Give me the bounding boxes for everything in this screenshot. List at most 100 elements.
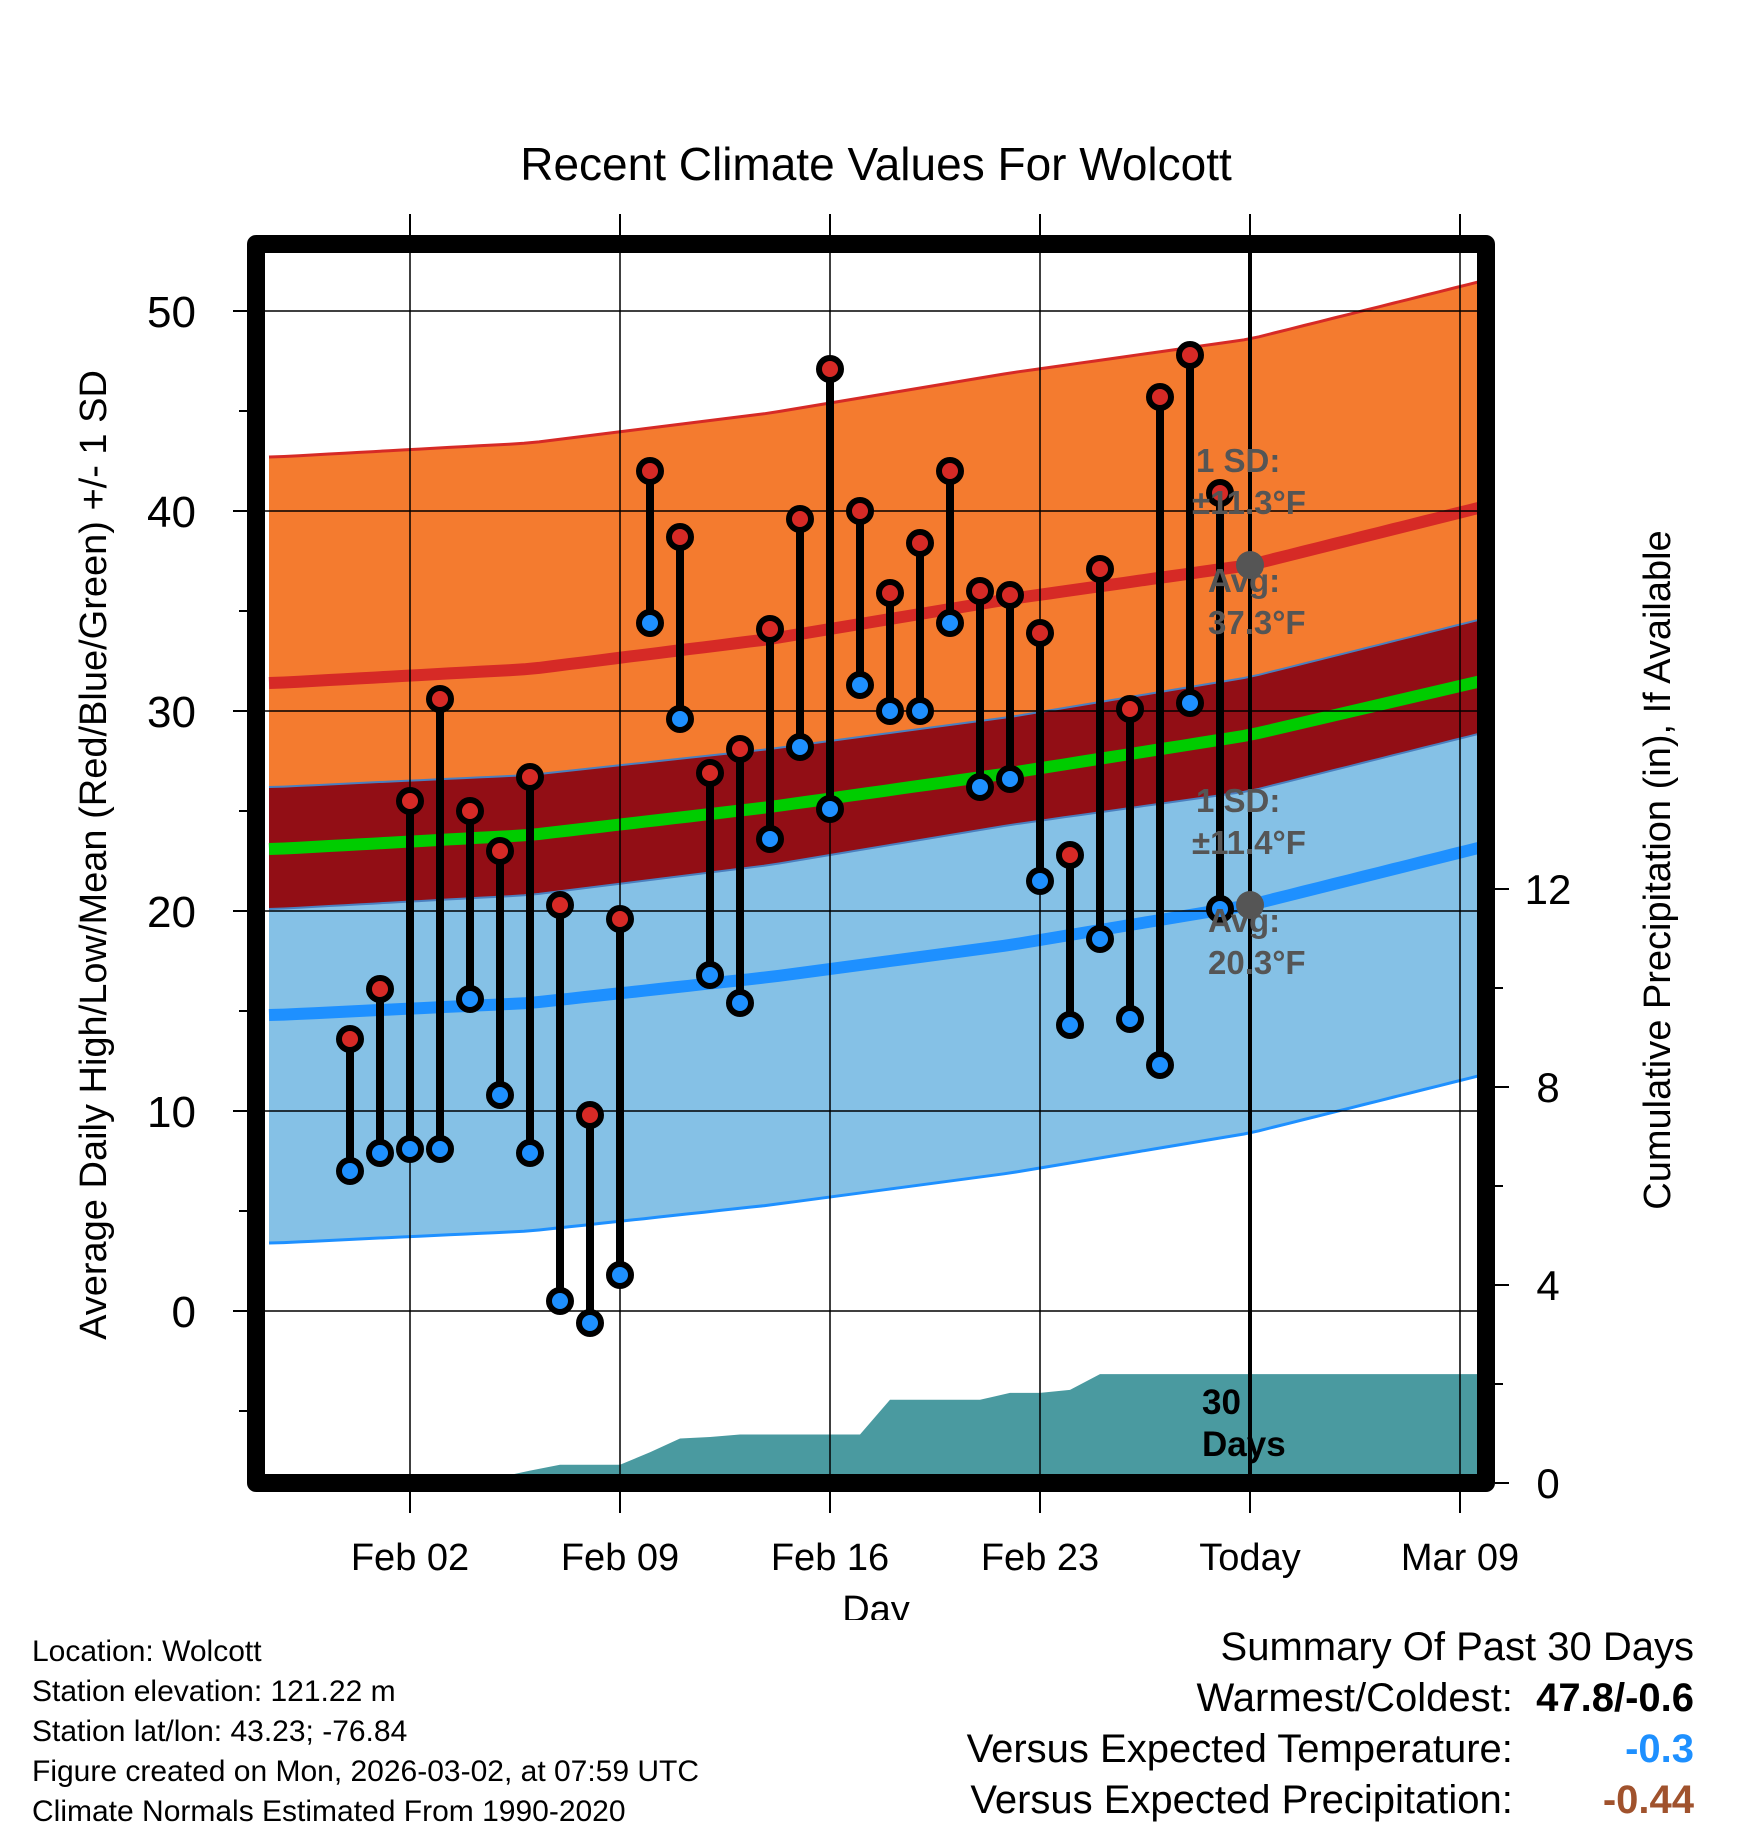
daily-low-point — [696, 961, 724, 989]
x-tick-label: Today — [1199, 1537, 1300, 1579]
x-axis-label: Day — [842, 1589, 910, 1620]
y2-tick-label: 12 — [1525, 866, 1572, 913]
daily-high-point — [546, 891, 574, 919]
daily-low-point — [846, 671, 874, 699]
y2-tick-label: 4 — [1536, 1262, 1559, 1309]
y-tick-label: 20 — [147, 888, 196, 937]
daily-high-point — [1206, 479, 1234, 507]
daily-low-point — [936, 609, 964, 637]
daily-high-point — [1026, 619, 1054, 647]
daily-low-point — [606, 1261, 634, 1289]
precip-value: -0.44 — [1602, 1778, 1694, 1822]
y-tick-label: 30 — [147, 688, 196, 737]
daily-low-point — [1086, 925, 1114, 953]
high-avg-marker — [1236, 551, 1264, 579]
low-avg-value-annotation: 20.3°F — [1208, 944, 1306, 981]
x-tick-label: Feb 23 — [981, 1537, 1099, 1579]
daily-high-point — [1086, 555, 1114, 583]
y-tick-label: 40 — [147, 488, 196, 537]
high-sd-annotation: 1 SD: — [1196, 442, 1280, 479]
daily-low-point — [336, 1157, 364, 1185]
precip-area — [275, 1374, 1486, 1483]
daily-low-point — [756, 825, 784, 853]
normal-high-line — [268, 500, 1486, 689]
daily-high-point — [876, 579, 904, 607]
daily-low-point — [426, 1135, 454, 1163]
daily-high-point — [966, 577, 994, 605]
daily-high-point — [366, 975, 394, 1003]
summary-title: Summary Of Past 30 Days — [1220, 1625, 1694, 1669]
x-tick-label: Feb 16 — [771, 1537, 889, 1579]
daily-low-point — [996, 765, 1024, 793]
created-text: Figure created on Mon, 2026-03-02, at 07… — [32, 1755, 700, 1788]
daily-high-point — [516, 763, 544, 791]
daily-high-point — [576, 1101, 604, 1129]
summary-panel: Summary Of Past 30 Days Warmest/Coldest:… — [967, 1622, 1694, 1826]
daily-high-point — [396, 787, 424, 815]
daily-low-point — [1056, 1011, 1084, 1039]
daily-low-point — [1176, 689, 1204, 717]
x-tick-label: Mar 09 — [1401, 1537, 1519, 1579]
temp-value: -0.3 — [1625, 1727, 1694, 1771]
y2-tick-label: 8 — [1536, 1064, 1559, 1111]
daily-high-point — [426, 685, 454, 713]
daily-low-point — [816, 795, 844, 823]
warm-cold-label: Warmest/Coldest: — [1196, 1676, 1513, 1720]
daily-high-point — [1176, 341, 1204, 369]
daily-high-point — [1056, 841, 1084, 869]
daily-low-point — [1116, 1005, 1144, 1033]
daily-high-point — [1116, 695, 1144, 723]
daily-low-point — [1146, 1051, 1174, 1079]
y-tick-label: 10 — [147, 1088, 196, 1137]
station-info: Location: Wolcott Station elevation: 121… — [32, 1632, 699, 1832]
daily-low-point — [1206, 895, 1234, 923]
daily-low-point — [726, 989, 754, 1017]
high-avg-annotation: Avg: — [1208, 562, 1280, 599]
daily-low-point — [546, 1287, 574, 1315]
daily-high-point — [666, 523, 694, 551]
daily-low-point — [576, 1309, 604, 1337]
daily-high-point — [786, 505, 814, 533]
low-avg-marker — [1236, 891, 1264, 919]
latlon-text: Station lat/lon: 43.23; -76.84 — [32, 1715, 408, 1748]
precip-label: Versus Expected Precipitation: — [970, 1778, 1513, 1822]
days-count-annotation: 30 — [1202, 1383, 1241, 1422]
daily-low-point — [486, 1081, 514, 1109]
daily-high-point — [846, 497, 874, 525]
daily-low-point — [966, 773, 994, 801]
daily-high-point — [696, 759, 724, 787]
daily-low-point — [456, 985, 484, 1013]
high-sd-value-annotation: ±11.3°F — [1192, 484, 1306, 521]
days-label-annotation: Days — [1202, 1425, 1286, 1464]
elevation-text: Station elevation: 121.22 m — [32, 1675, 396, 1708]
daily-high-point — [996, 581, 1024, 609]
daily-high-point — [336, 1025, 364, 1053]
temp-label: Versus Expected Temperature: — [966, 1727, 1513, 1771]
low-sd-value-annotation: ±11.4°F — [1192, 824, 1306, 861]
climate-chart: Recent Climate Values For Wolcott 0 10 20 3… — [73, 138, 1679, 1620]
plot-area — [256, 244, 1486, 1483]
daily-low-point — [636, 609, 664, 637]
daily-low-point — [516, 1139, 544, 1167]
daily-high-point — [726, 735, 754, 763]
warm-cold-value: 47.8/-0.6 — [1536, 1676, 1694, 1720]
daily-low-point — [876, 697, 904, 725]
low-lower-line — [268, 1072, 1486, 1245]
overlap-band — [269, 618, 1486, 909]
y-axis-label: Average Daily High/Low/Mean (Red/Blue/Gr… — [73, 370, 115, 1340]
daily-low-point — [906, 697, 934, 725]
y2-tick-label: 0 — [1536, 1460, 1559, 1507]
plot-frame — [247, 235, 1495, 1492]
daily-high-point — [606, 905, 634, 933]
location-text: Location: Wolcott — [32, 1635, 262, 1668]
daily-high-point — [456, 797, 484, 825]
normals-text: Climate Normals Estimated From 1990-2020 — [32, 1795, 626, 1828]
x-tick-label: Feb 09 — [561, 1537, 679, 1579]
x-tick-label: Feb 02 — [351, 1537, 469, 1579]
y-tick-label: 50 — [147, 288, 196, 337]
low-upper-line — [268, 617, 1486, 788]
precip-row: Versus Expected Precipitation: -0.44 — [967, 1775, 1694, 1826]
daily-low-point — [366, 1139, 394, 1167]
daily-low-point — [786, 733, 814, 761]
temp-row: Versus Expected Temperature: -0.3 — [967, 1724, 1694, 1775]
